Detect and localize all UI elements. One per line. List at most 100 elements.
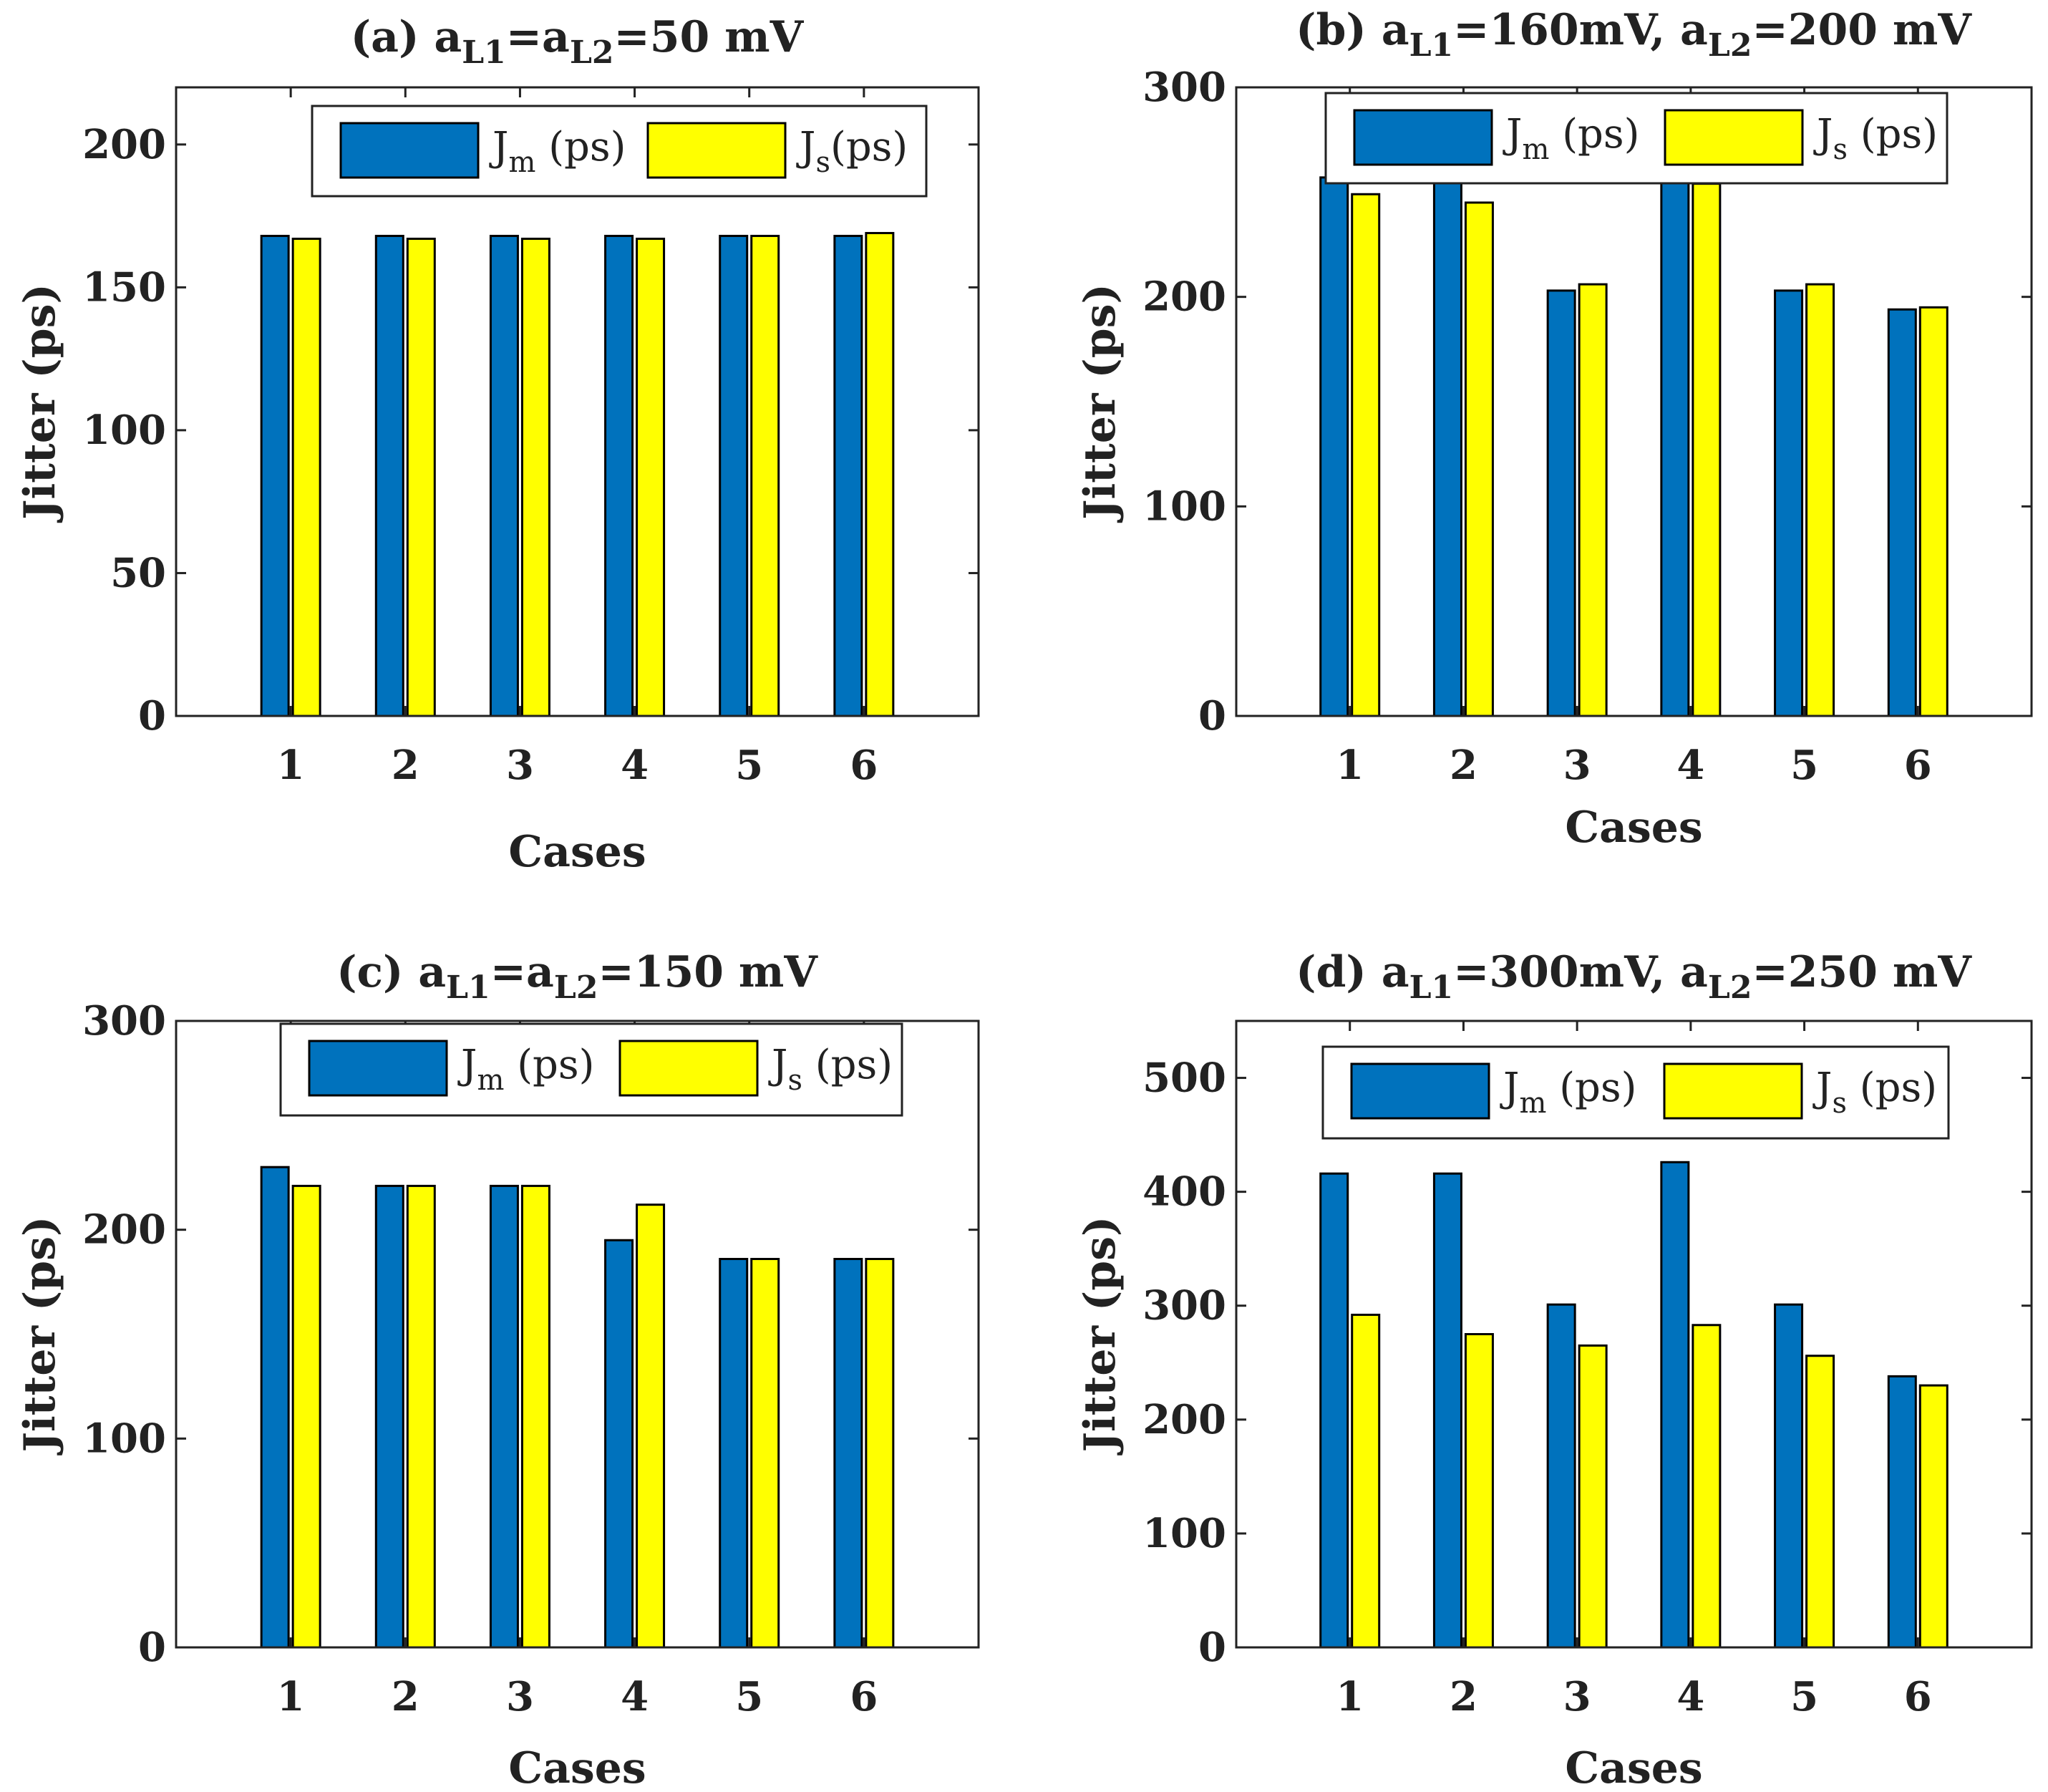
x-tick-label: 4 — [621, 1673, 649, 1720]
bar-js-case-5 — [750, 1258, 780, 1649]
bar-jm-case-4 — [1660, 176, 1690, 717]
y-tick-label: 200 — [82, 121, 166, 168]
x-tick-label: 6 — [850, 1673, 878, 1720]
bar-js-case-6 — [865, 1258, 895, 1649]
legend: Jm (ps) Js (ps) — [1324, 92, 1948, 185]
legend-swatch-js — [1664, 109, 1804, 166]
x-tick-label: 6 — [1904, 1673, 1932, 1720]
y-tick-label: 100 — [82, 1415, 166, 1462]
bar-js-case-5 — [1805, 1355, 1835, 1649]
bar-jm-case-3 — [1546, 1303, 1576, 1649]
bar-js-case-2 — [406, 1184, 436, 1649]
y-tick-label: 50 — [110, 549, 166, 596]
x-axis-label: Cases — [1565, 1743, 1702, 1792]
bar-js-case-4 — [1692, 1324, 1722, 1649]
bar-jm-case-3 — [1546, 289, 1576, 717]
bar-jm-case-4 — [604, 235, 634, 717]
bar-js-case-2 — [1464, 201, 1494, 717]
y-tick-label: 0 — [138, 692, 166, 740]
y-tick-label: 200 — [1142, 273, 1226, 321]
y-tick-label: 100 — [82, 407, 166, 454]
x-tick-label: 1 — [277, 1673, 305, 1720]
plot-area-frame — [1235, 86, 2033, 717]
bar-js-case-1 — [1351, 193, 1381, 717]
y-tick-label: 200 — [82, 1206, 166, 1254]
bar-jm-case-5 — [719, 235, 749, 717]
x-tick-label: 6 — [850, 742, 878, 789]
bar-jm-case-5 — [1774, 1303, 1804, 1649]
bar-js-case-6 — [1918, 306, 1948, 717]
bar-js-case-6 — [865, 232, 895, 717]
bar-jm-case-1 — [1319, 1172, 1349, 1649]
bar-js-case-3 — [520, 1184, 550, 1649]
bar-js-case-2 — [1464, 1333, 1494, 1649]
bar-jm-case-6 — [833, 235, 863, 717]
x-tick-label: 1 — [1336, 1673, 1364, 1720]
bar-js-case-4 — [1692, 183, 1722, 717]
bar-js-case-4 — [636, 1203, 666, 1649]
x-tick-label: 3 — [1563, 742, 1591, 789]
bar-jm-case-2 — [374, 235, 404, 717]
x-tick-label: 1 — [277, 742, 305, 789]
y-tick-label: 300 — [82, 997, 166, 1045]
bar-jm-case-3 — [489, 235, 519, 717]
bar-jm-case-6 — [1887, 1375, 1917, 1649]
y-axis-label: Jitter (ps) — [1075, 1216, 1125, 1456]
x-tick-label: 6 — [1904, 742, 1932, 789]
x-tick-label: 5 — [735, 742, 763, 789]
bar-jm-case-3 — [489, 1184, 519, 1649]
y-axis-label: Jitter (ps) — [15, 284, 65, 523]
legend-swatch-jm — [339, 122, 480, 179]
y-axis-label: Jitter (ps) — [1075, 284, 1125, 523]
y-tick-label: 500 — [1142, 1055, 1226, 1102]
x-axis-label: Cases — [1565, 803, 1702, 853]
legend-label-jm: Jm (ps) — [1503, 111, 1639, 166]
bar-jm-case-5 — [1774, 289, 1804, 717]
bar-jm-case-1 — [1319, 176, 1349, 717]
x-tick-label: 1 — [1336, 742, 1364, 789]
chart-title: (c) aL1=aL2=150 mV — [336, 947, 818, 1006]
x-tick-label: 5 — [1790, 742, 1818, 789]
y-axis-label: Jitter (ps) — [15, 1216, 65, 1456]
chart-panel-b: (b) aL1=160mV, aL2=200 mV 0 100 200 300 1 2 3 4 5… — [1075, 5, 2033, 853]
bar-jm-case-5 — [719, 1258, 749, 1649]
y-tick-label: 100 — [1142, 1510, 1226, 1557]
bar-jm-case-2 — [1432, 1172, 1462, 1649]
legend-swatch-jm — [1353, 109, 1493, 166]
legend: Jm (ps) Js(ps) — [311, 105, 928, 198]
plot-area-frame — [1235, 1019, 2033, 1649]
x-tick-label: 4 — [1676, 742, 1704, 789]
y-tick-label: 400 — [1142, 1168, 1226, 1216]
x-tick-label: 3 — [1563, 1673, 1591, 1720]
x-tick-label: 2 — [1450, 742, 1477, 789]
x-axis-label: Cases — [508, 827, 646, 877]
y-tick-label: 150 — [82, 263, 166, 311]
x-tick-label: 3 — [506, 742, 534, 789]
plot-area-frame — [175, 1019, 980, 1649]
bar-js-case-4 — [636, 238, 666, 717]
legend: Jm (ps) Js (ps) — [279, 1022, 903, 1117]
bar-js-case-1 — [1351, 1313, 1381, 1649]
bar-jm-case-6 — [1887, 308, 1917, 717]
chart-title: (b) aL1=160mV, aL2=200 mV — [1296, 5, 1972, 64]
legend-swatch-js — [646, 122, 787, 179]
plot-area-frame — [175, 86, 980, 717]
bar-js-case-1 — [291, 1184, 321, 1649]
x-tick-label: 5 — [735, 1673, 763, 1720]
legend-swatch-jm — [1350, 1062, 1490, 1120]
x-tick-label: 2 — [392, 742, 419, 789]
chart-title: (d) aL1=300mV, aL2=250 mV — [1296, 947, 1972, 1006]
x-axis-label: Cases — [508, 1743, 646, 1792]
bar-jm-case-1 — [260, 1166, 290, 1649]
bar-js-case-3 — [1578, 1344, 1608, 1649]
bar-jm-case-1 — [260, 235, 290, 717]
y-tick-label: 0 — [1198, 692, 1226, 740]
legend-swatch-jm — [308, 1040, 448, 1097]
legend-label-jm: Jm (ps) — [489, 124, 626, 179]
chart-panel-a: (a) aL1=aL2=50 mV 0 50 100 150 200 1 2 3 4 5 6 Cases… — [15, 12, 980, 877]
x-tick-label: 3 — [506, 1673, 534, 1720]
legend-label-jm: Jm (ps) — [1500, 1065, 1636, 1120]
legend-swatch-js — [618, 1040, 759, 1097]
y-tick-label: 300 — [1142, 1282, 1226, 1330]
bar-jm-case-6 — [833, 1258, 863, 1649]
